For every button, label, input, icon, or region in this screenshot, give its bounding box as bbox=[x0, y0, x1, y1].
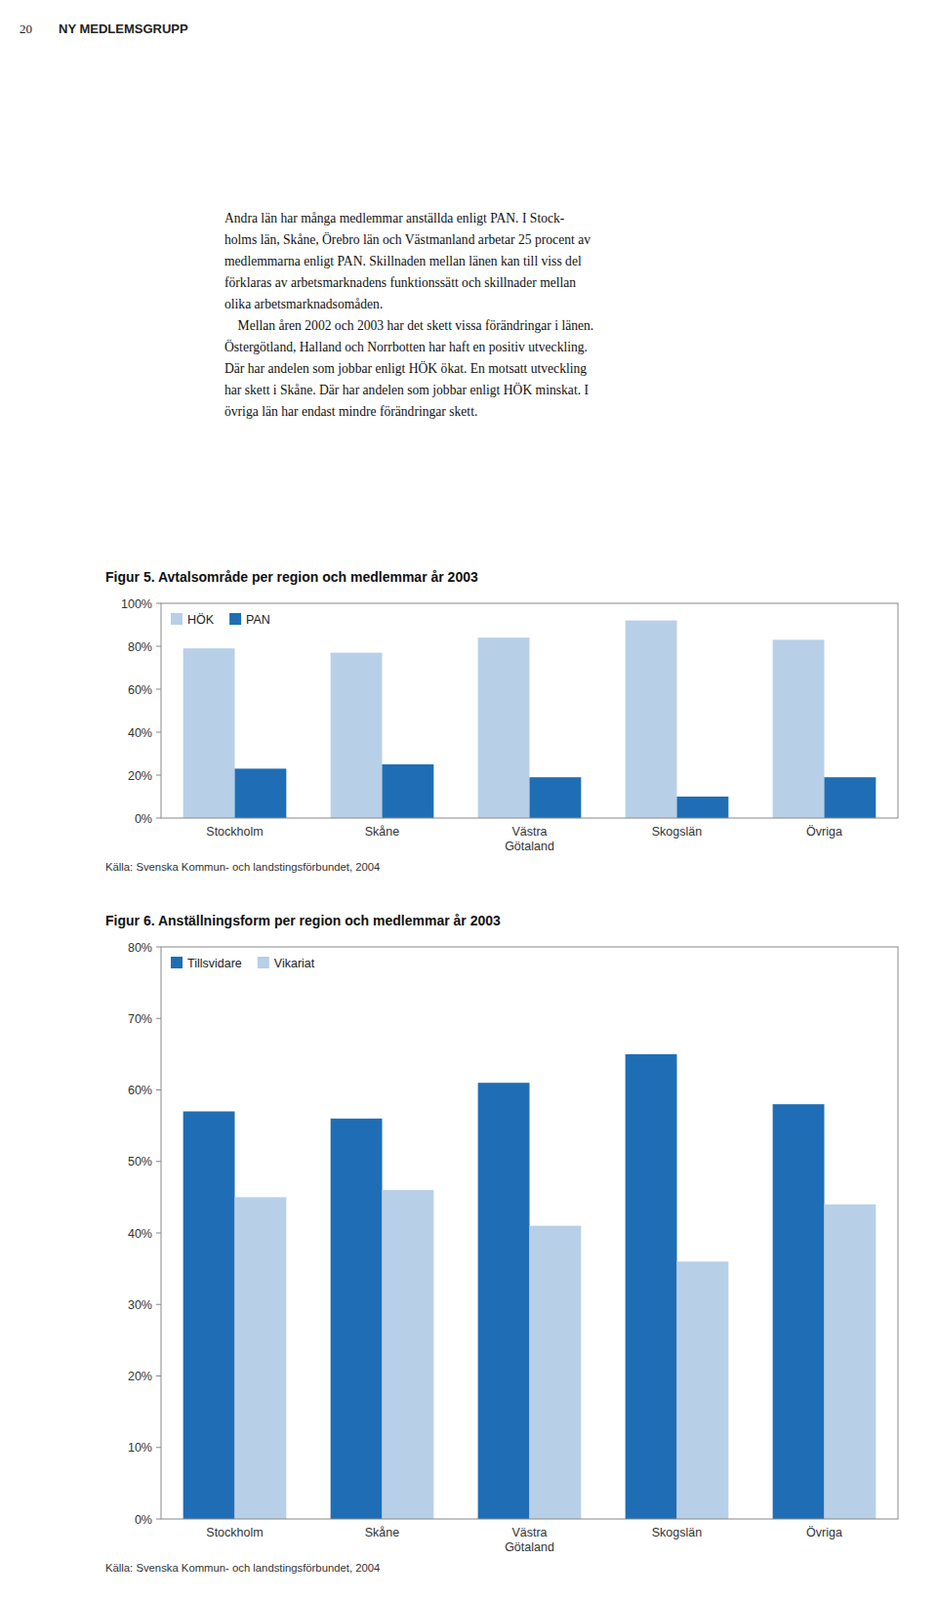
bar bbox=[773, 639, 825, 818]
page: 20 NY MEDLEMSGRUPP Andra län har många med… bbox=[0, 0, 937, 1600]
bar bbox=[824, 1204, 877, 1519]
x-tick-label: VästraGötaland bbox=[504, 1525, 555, 1554]
y-tick bbox=[156, 1303, 162, 1305]
legend-swatch bbox=[170, 612, 183, 625]
legend-swatch bbox=[170, 956, 183, 969]
bars bbox=[183, 620, 877, 818]
bar bbox=[382, 1189, 435, 1519]
legend-label: Tillsvidare bbox=[187, 956, 243, 971]
bar bbox=[625, 620, 678, 818]
body-text: Östergötland, Halland och Norrbotten har… bbox=[224, 338, 588, 355]
bar bbox=[824, 776, 877, 818]
plot-frame bbox=[161, 603, 898, 818]
background bbox=[0, 0, 937, 1600]
body-text: Andra län har många medlemmar anställda … bbox=[224, 210, 566, 226]
y-tick bbox=[156, 1160, 162, 1162]
y-tick-label: 30% bbox=[127, 1298, 153, 1312]
bar bbox=[478, 1082, 530, 1519]
y-tick-label: 80% bbox=[127, 940, 153, 955]
bar bbox=[183, 1110, 236, 1519]
y-tick-label: 20% bbox=[127, 1369, 153, 1384]
y-tick bbox=[156, 1375, 162, 1377]
bar bbox=[235, 768, 287, 818]
y-tick bbox=[156, 689, 162, 691]
legend: HÖK PAN bbox=[170, 612, 271, 627]
y-tick bbox=[156, 817, 162, 819]
bar bbox=[529, 776, 582, 818]
y-tick bbox=[156, 1089, 162, 1091]
y-tick-label: 100% bbox=[121, 597, 153, 612]
body-text: Där har andelen som jobbar enligt HÖK ök… bbox=[224, 360, 587, 376]
body-text: medlemmarna enligt PAN. Skillnaden mella… bbox=[224, 253, 582, 269]
x-tick-label: Övriga bbox=[806, 824, 843, 839]
y-tick-label: 0% bbox=[134, 812, 153, 826]
x-tick-label: Skogslän bbox=[651, 1525, 702, 1540]
chart: Figur 5. Avtalsområde per region och med… bbox=[105, 569, 898, 873]
y-tick-label: 40% bbox=[127, 1226, 153, 1241]
bars bbox=[183, 1054, 877, 1519]
y-tick bbox=[156, 1518, 162, 1520]
y-tick-label: 60% bbox=[127, 683, 153, 697]
body-text: förklaras av arbetsmarknadens funktionss… bbox=[224, 275, 576, 290]
y-tick bbox=[156, 774, 162, 776]
bar bbox=[183, 648, 236, 818]
body-text: olika arbetsmarknadsomåden. bbox=[224, 296, 383, 312]
y-tick bbox=[156, 646, 162, 648]
x-tick-label: Stockholm bbox=[205, 824, 263, 839]
y-tick-label: 20% bbox=[127, 769, 153, 783]
legend-label: PAN bbox=[245, 612, 271, 627]
legend-swatch bbox=[257, 956, 270, 969]
y-tick-label: 50% bbox=[127, 1154, 153, 1169]
bar bbox=[478, 637, 530, 818]
bar bbox=[625, 1054, 678, 1519]
y-tick-label: 40% bbox=[127, 726, 153, 740]
x-tick-label: VästraGötaland bbox=[504, 824, 555, 854]
chart-title: Figur 5. Avtalsområde per region och med… bbox=[105, 569, 479, 585]
page-number: 20 bbox=[19, 21, 33, 37]
body-text: har skett i Skåne. Där har andelen som j… bbox=[224, 381, 589, 398]
body-text: Mellan åren 2002 och 2003 har det skett … bbox=[224, 318, 594, 333]
bar bbox=[677, 796, 730, 818]
y-tick-label: 60% bbox=[127, 1083, 153, 1098]
bar bbox=[330, 1118, 383, 1519]
y-tick-label: 70% bbox=[127, 1012, 153, 1026]
chart-source: Källa: Svenska Kommun- och landstingsför… bbox=[105, 860, 380, 873]
body-text: holms län, Skåne, Örebro län och Västman… bbox=[224, 231, 591, 247]
bar bbox=[330, 652, 383, 818]
y-tick bbox=[156, 1232, 162, 1234]
bar bbox=[382, 764, 435, 818]
legend-label: HÖK bbox=[187, 612, 215, 627]
bar bbox=[773, 1103, 825, 1519]
chart-source: Källa: Svenska Kommun- och landstingsför… bbox=[105, 1561, 380, 1574]
y-tick-label: 10% bbox=[127, 1440, 153, 1455]
x-tick-label: Skåne bbox=[365, 824, 400, 839]
y-tick bbox=[156, 946, 162, 948]
legend-swatch bbox=[229, 612, 242, 625]
x-tick-label: Övriga bbox=[806, 1525, 843, 1540]
body-text: övriga län har endast mindre förändringa… bbox=[224, 404, 478, 419]
chart-title: Figur 6. Anställningsform per region och… bbox=[105, 912, 501, 929]
y-tick bbox=[156, 732, 162, 734]
bar bbox=[235, 1196, 287, 1519]
x-tick-label: Skogslän bbox=[651, 824, 702, 839]
x-tick-label: Skåne bbox=[365, 1525, 400, 1540]
x-tick-label: Stockholm bbox=[205, 1525, 263, 1540]
legend: Tillsvidare Vikariat bbox=[170, 956, 316, 971]
plot-frame bbox=[161, 946, 898, 1519]
y-tick bbox=[156, 1446, 162, 1448]
y-tick-label: 0% bbox=[134, 1512, 153, 1527]
page-header: NY MEDLEMSGRUPP bbox=[58, 21, 189, 37]
bar bbox=[677, 1261, 730, 1519]
y-tick bbox=[156, 1018, 162, 1019]
y-tick bbox=[156, 603, 162, 605]
bar bbox=[529, 1225, 582, 1519]
y-tick-label: 80% bbox=[127, 640, 153, 654]
legend-label: Vikariat bbox=[274, 956, 316, 971]
chart: Figur 6. Anställningsform per region och… bbox=[105, 912, 898, 1574]
